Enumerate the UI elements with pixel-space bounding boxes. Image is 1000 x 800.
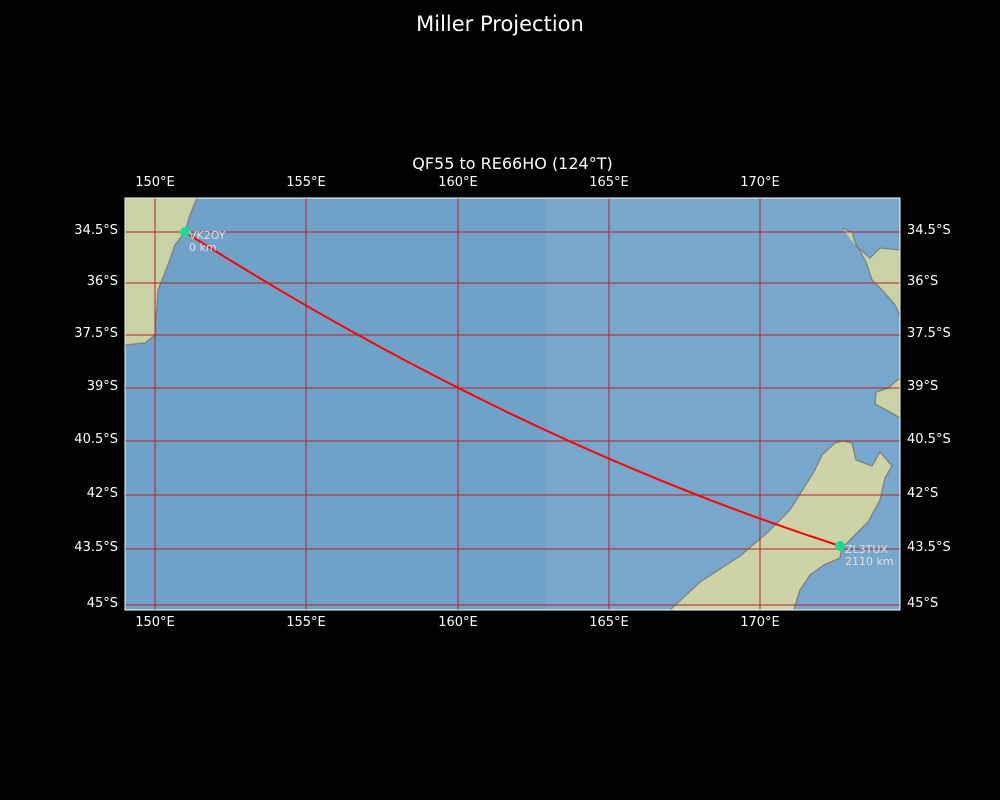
lat-tick-left: 42°S [86,486,118,501]
lat-tick-right: 39°S [907,379,939,394]
lat-tick-left: 39°S [86,379,118,394]
map-subtitle: QF55 to RE66HO (124°T) [412,154,613,173]
station-distance: 0 km [189,241,217,254]
lat-tick-left: 45°S [86,596,118,611]
lat-tick-left: 43.5°S [74,540,118,555]
land-australia [125,198,198,346]
lon-tick-top: 165°E [589,175,629,190]
map-frame [124,197,901,611]
station-distance: 2110 km [845,555,894,568]
lat-tick-left: 34.5°S [74,223,118,238]
great-circle-path [184,231,841,547]
lon-tick-top: 150°E [135,175,175,190]
ocean-shade [125,198,545,610]
lat-tick-left: 40.5°S [74,432,118,447]
land-north-island [841,227,900,317]
lon-tick-top: 160°E [438,175,478,190]
lon-tick-bottom: 155°E [286,615,326,630]
lat-tick-right: 34.5°S [907,223,951,238]
station-marker-zl3tux[interactable] [835,541,845,551]
lon-tick-bottom: 165°E [589,615,629,630]
lon-tick-top: 170°E [740,175,780,190]
lat-tick-right: 37.5°S [907,326,951,341]
graticule [125,198,900,610]
station-label-vk2oy: VK2OY 0 km [189,230,226,254]
lat-tick-right: 36°S [907,274,939,289]
lon-tick-bottom: 150°E [135,615,175,630]
lon-tick-bottom: 160°E [438,615,478,630]
lat-tick-left: 37.5°S [74,326,118,341]
station-call: ZL3TUX [845,543,888,556]
station-label-zl3tux: ZL3TUX 2110 km [845,544,894,568]
lat-tick-right: 42°S [907,486,939,501]
figure-title: Miller Projection [416,12,584,36]
lon-tick-top: 155°E [286,175,326,190]
lon-tick-bottom: 170°E [740,615,780,630]
station-marker-vk2oy[interactable] [180,227,190,237]
station-call: VK2OY [189,229,226,242]
lat-tick-left: 36°S [86,274,118,289]
lat-tick-right: 40.5°S [907,432,951,447]
lat-tick-right: 43.5°S [907,540,951,555]
lat-tick-right: 45°S [907,596,939,611]
